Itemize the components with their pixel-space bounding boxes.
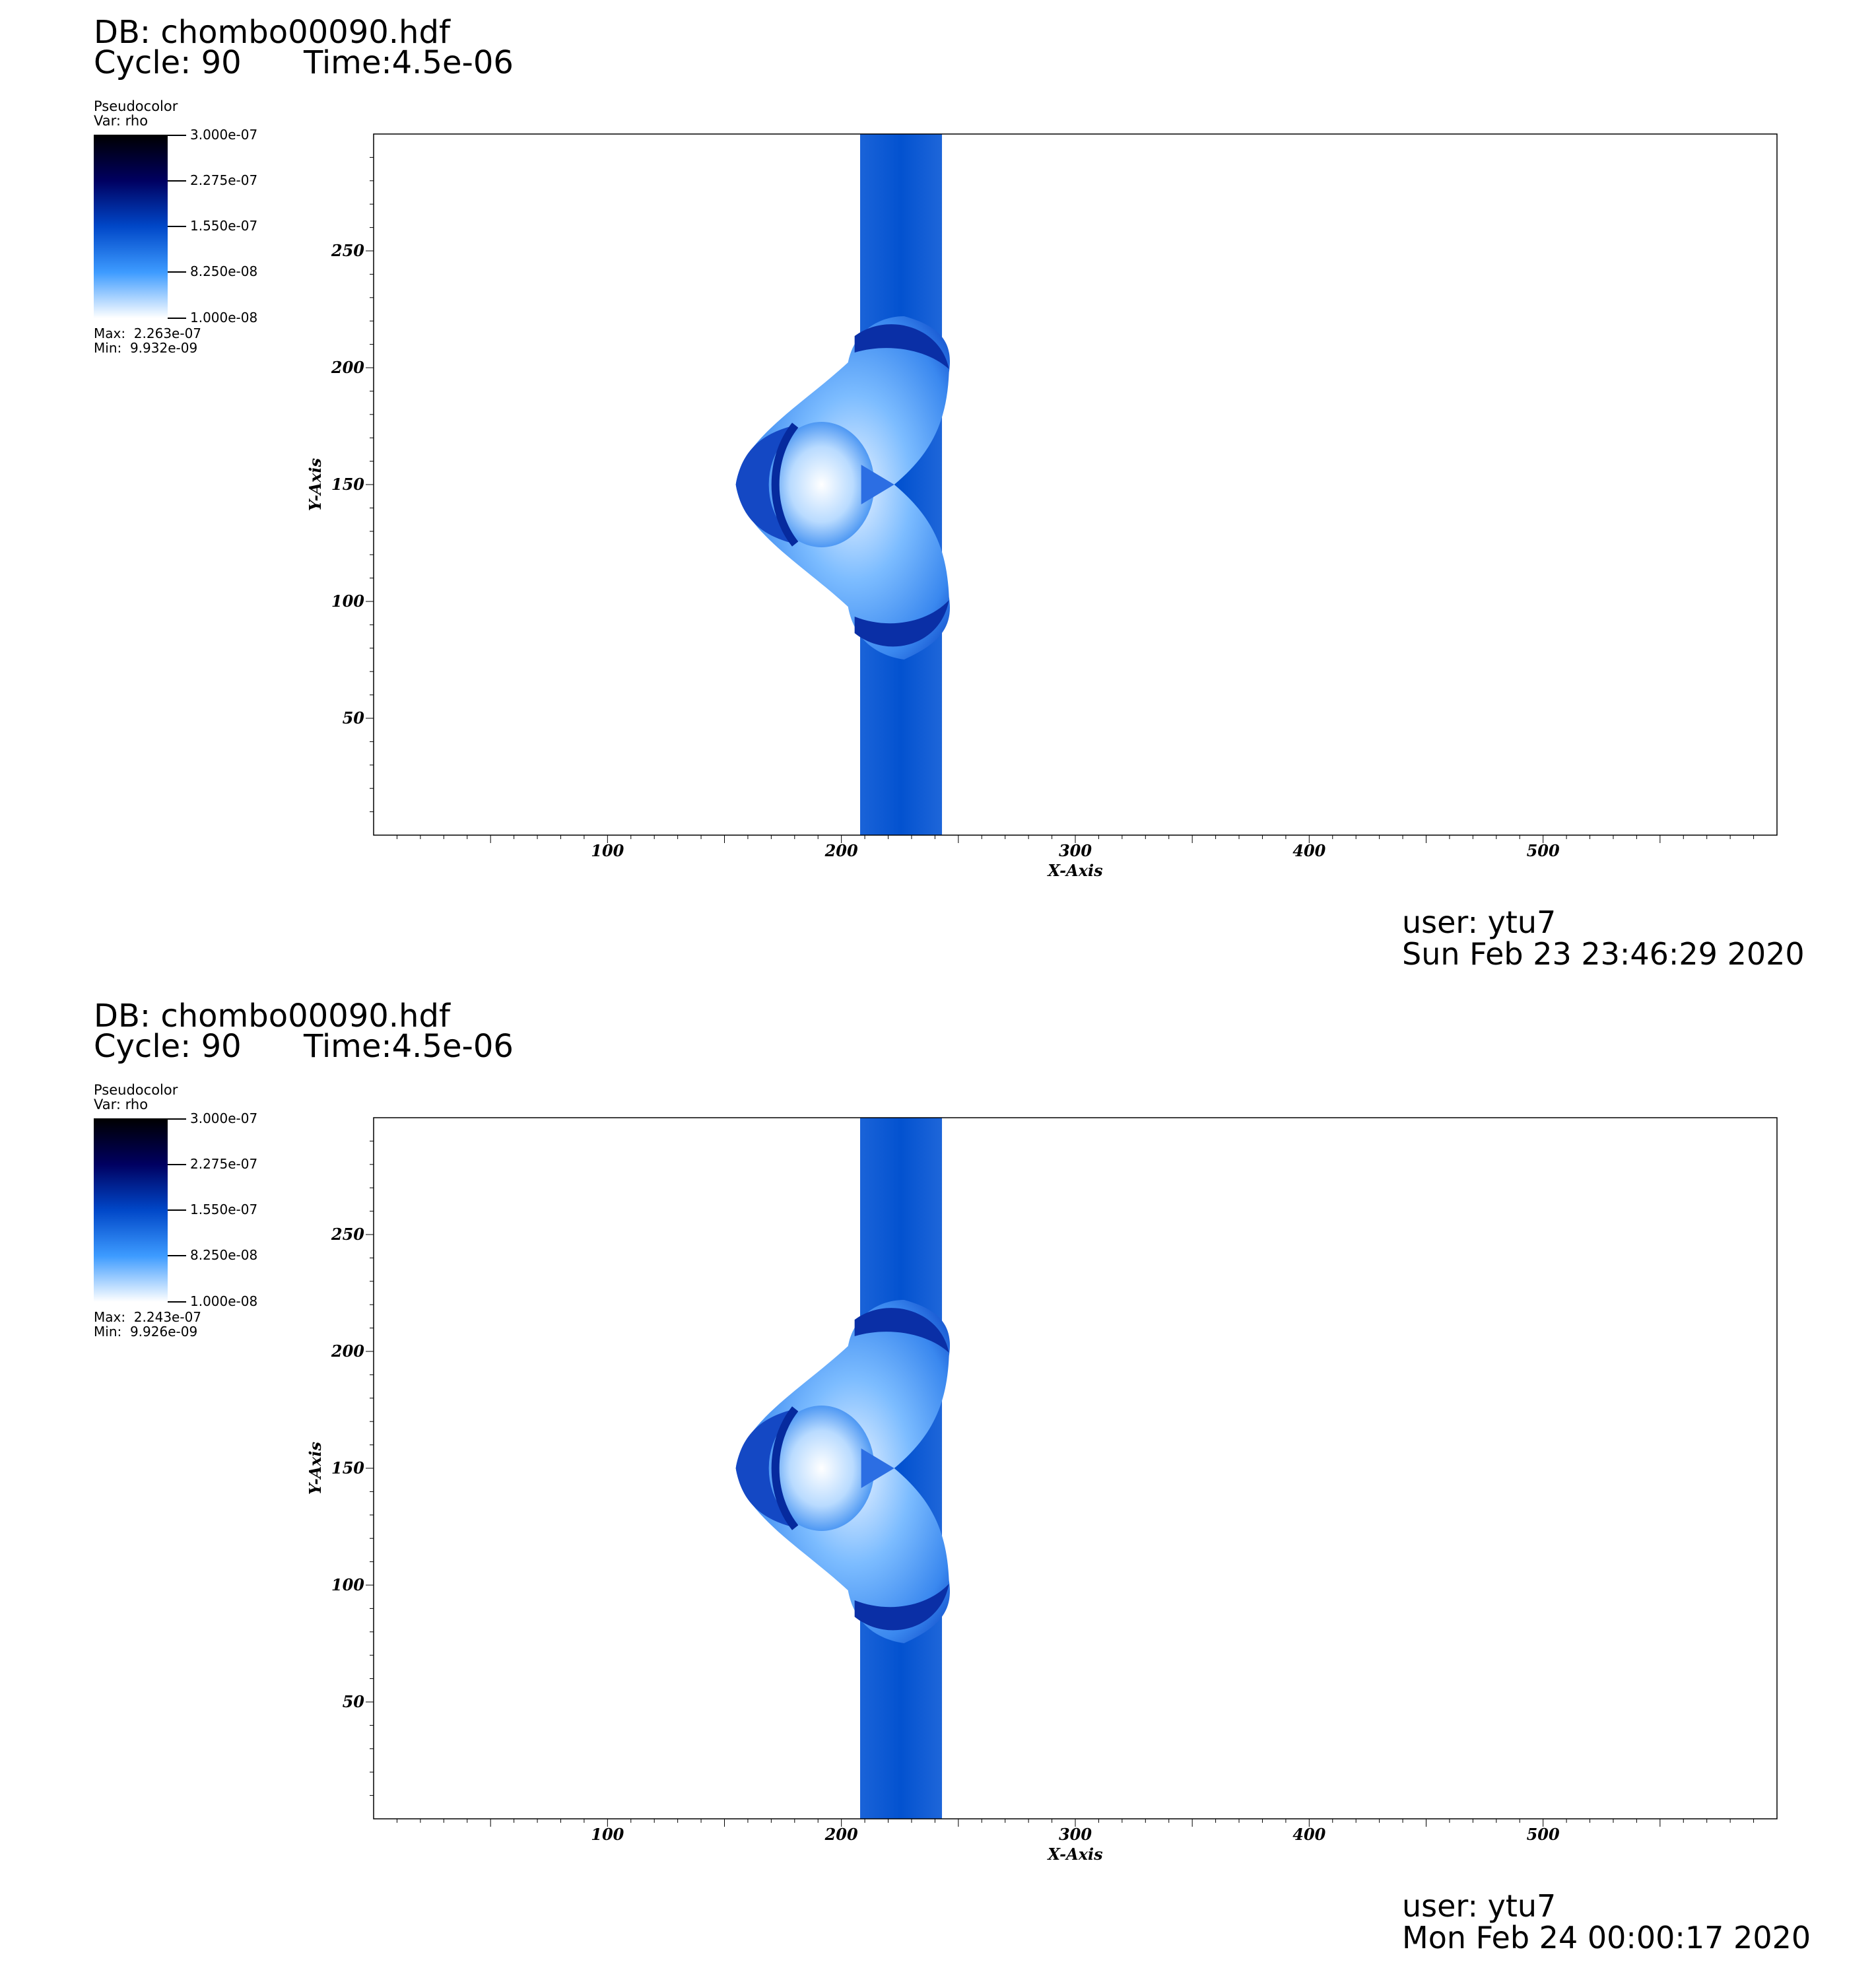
cycle-label: Cycle: 90 <box>94 1028 242 1065</box>
colorbar-tick-label: 2.275e-07 <box>190 172 258 188</box>
y-tick-label: 250 <box>331 1225 364 1244</box>
plot-panel-2: DB: chombo00090.hdf Cycle: 90 Time:4.5e-… <box>0 984 1876 1969</box>
y-axis-label: Y-Axis <box>306 458 325 511</box>
x-tick-label: 200 <box>824 1825 858 1844</box>
density-core <box>768 1406 875 1531</box>
x-tick-label: 400 <box>1292 1825 1325 1844</box>
timestamp-label: Sun Feb 23 23:46:29 2020 <box>1402 936 1805 972</box>
colorbar-tick <box>168 1118 186 1120</box>
colorbar-tick-label: 8.250e-08 <box>190 1247 258 1263</box>
density-rim-bottom <box>854 1584 949 1631</box>
x-axis-label: X-Axis <box>1046 1845 1103 1864</box>
plot-frame <box>373 1117 1778 1819</box>
colorbar-tick-label: 1.550e-07 <box>190 1202 258 1217</box>
density-tail <box>861 465 894 504</box>
legend-plot-type: Pseudocolor <box>94 98 178 114</box>
legend-max: Max: 2.243e-07 <box>94 1309 202 1325</box>
colorbar-tick-label: 3.000e-07 <box>190 1110 258 1126</box>
colorbar-tick <box>168 271 186 273</box>
x-tick-label: 200 <box>824 841 858 860</box>
colorbar-tick-label: 1.000e-08 <box>190 310 258 325</box>
y-tick-label: 150 <box>331 475 364 494</box>
cycle-label: Cycle: 90 <box>94 44 242 81</box>
x-tick-label: 100 <box>591 841 624 860</box>
density-rim-left <box>735 425 795 544</box>
timestamp-label: Mon Feb 24 00:00:17 2020 <box>1402 1920 1811 1955</box>
x-tick-label: 400 <box>1292 841 1325 860</box>
y-tick-label: 50 <box>343 708 365 728</box>
colorbar-tick-label: 1.000e-08 <box>190 1293 258 1309</box>
x-tick-label: 300 <box>1059 1825 1092 1844</box>
colorbar-tick <box>168 318 186 319</box>
x-tick-label: 500 <box>1527 841 1560 860</box>
legend-max: Max: 2.263e-07 <box>94 325 202 341</box>
colorbar-tick-label: 3.000e-07 <box>190 127 258 143</box>
colorbar-tick <box>168 226 186 227</box>
colorbar-tick <box>168 180 186 182</box>
x-tick-label: 500 <box>1527 1825 1560 1844</box>
time-label: Time:4.5e-06 <box>304 1028 514 1065</box>
colorbar-tick-label: 1.550e-07 <box>190 218 258 234</box>
database-label: DB: chombo00090.hdf <box>94 998 450 1035</box>
x-tick-label: 300 <box>1059 841 1092 860</box>
density-filament <box>771 423 799 547</box>
colorbar-tick-label: 2.275e-07 <box>190 1156 258 1172</box>
legend-plot-type: Pseudocolor <box>94 1082 178 1098</box>
user-label: user: ytu7 <box>1402 1888 1557 1924</box>
y-tick-label: 100 <box>331 1575 364 1594</box>
plot-panel-1: DB: chombo00090.hdf Cycle: 90 Time:4.5e-… <box>94 14 1805 972</box>
density-filament <box>771 1406 799 1530</box>
density-tail <box>861 1448 894 1488</box>
y-tick-label: 150 <box>331 1458 364 1478</box>
density-plot: 100 200 300 400 500 50 100 150 200 250 X-Axis Y-Axi… <box>306 1117 1778 1864</box>
colorbar-tick <box>168 1209 186 1211</box>
y-tick-label: 200 <box>331 1342 364 1361</box>
plot-frame <box>373 133 1778 836</box>
y-tick-label: 250 <box>331 241 364 260</box>
database-label: DB: chombo00090.hdf <box>94 14 450 51</box>
x-axis-label: X-Axis <box>1046 861 1103 880</box>
density-rim-top <box>854 324 949 369</box>
legend-min: Min: 9.932e-09 <box>94 340 198 356</box>
x-tick-label: 100 <box>591 1825 624 1844</box>
colorbar-tick <box>168 135 186 136</box>
time-label: Time:4.5e-06 <box>304 44 514 81</box>
user-label: user: ytu7 <box>1402 904 1557 940</box>
colorbar-tick <box>168 1255 186 1256</box>
legend-variable: Var: rho <box>94 113 149 129</box>
density-rim-top <box>854 1308 949 1353</box>
colorbar-tick-label: 8.250e-08 <box>190 263 258 279</box>
y-tick-label: 50 <box>343 1692 365 1711</box>
density-core <box>768 422 875 547</box>
colorbar <box>94 1118 168 1302</box>
density-rim-left <box>735 1409 795 1528</box>
colorbar <box>94 135 168 318</box>
y-tick-label: 200 <box>331 358 364 377</box>
colorbar-tick <box>168 1164 186 1165</box>
density-rim-bottom <box>854 600 949 647</box>
y-tick-label: 100 <box>331 592 364 611</box>
legend-min: Min: 9.926e-09 <box>94 1324 198 1340</box>
density-plot: 100 200 300 400 500 50 100 150 200 250 X-Axis Y-Axi… <box>306 133 1778 880</box>
y-axis-label: Y-Axis <box>306 1441 325 1495</box>
legend-variable: Var: rho <box>94 1097 149 1112</box>
colorbar-tick <box>168 1301 186 1303</box>
